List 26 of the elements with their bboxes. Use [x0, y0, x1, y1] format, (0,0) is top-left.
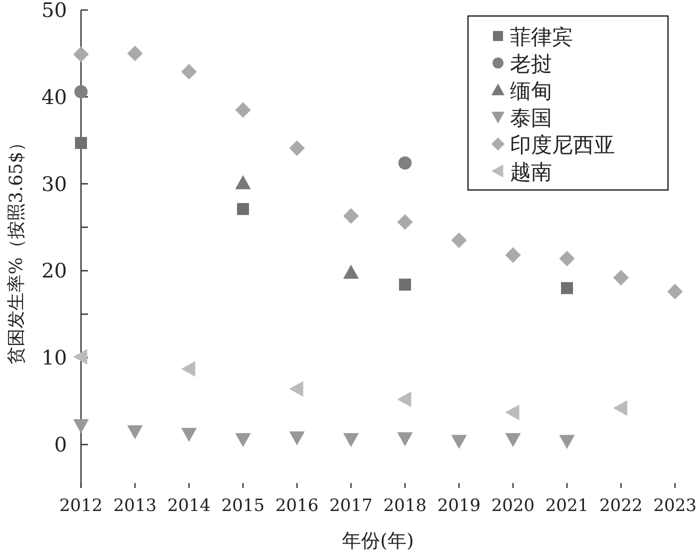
- x-tick-label: 2013: [113, 496, 157, 516]
- x-tick-label: 2021: [545, 496, 589, 516]
- y-tick-label: 10: [42, 346, 67, 370]
- x-tick-label: 2020: [491, 496, 535, 516]
- x-tick-label: 2017: [329, 496, 373, 516]
- y-tick-label: 40: [42, 84, 67, 109]
- y-tick-label: 20: [42, 258, 67, 283]
- legend-label: 印度尼西亚: [510, 133, 615, 157]
- x-tick-label: 2012: [59, 496, 103, 516]
- x-tick-label: 2019: [437, 496, 481, 516]
- x-tick-label: 2022: [599, 496, 643, 516]
- y-axis-title: 贫困发生率%（按照3.65$）: [6, 134, 27, 364]
- x-tick-label: 2016: [275, 496, 319, 516]
- legend-label: 泰国: [510, 106, 552, 130]
- y-tick-label: 30: [42, 172, 67, 196]
- y-tick-label: 0: [54, 432, 67, 457]
- x-tick-label: 2015: [221, 496, 265, 516]
- x-axis-title: 年份(年): [342, 530, 414, 552]
- y-tick-label: 50: [42, 0, 67, 22]
- legend-label: 缅甸: [510, 79, 552, 103]
- x-tick-label: 2014: [167, 496, 211, 516]
- legend-label: 老挝: [510, 52, 552, 76]
- legend-label: 菲律宾: [510, 25, 573, 49]
- legend-label: 越南: [510, 160, 552, 184]
- x-tick-label: 2018: [383, 496, 427, 516]
- x-tick-label: 2023: [653, 496, 697, 516]
